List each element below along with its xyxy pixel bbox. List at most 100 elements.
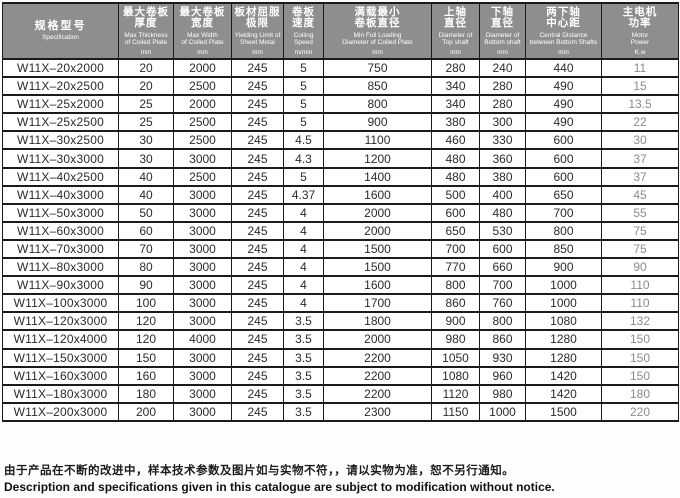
value-cell: 1050	[431, 347, 480, 368]
value-cell: 2500	[173, 166, 232, 187]
value-cell: 3.5	[283, 365, 324, 386]
value-cell: 75	[601, 220, 679, 241]
value-cell: 45	[601, 184, 679, 205]
value-cell: 3000	[173, 238, 232, 260]
header-zh-text: 板材屈服 极限	[234, 5, 281, 29]
value-cell: 30	[118, 130, 174, 151]
value-cell: 480	[431, 148, 480, 169]
value-cell: 860	[479, 329, 526, 350]
value-cell: 900	[323, 112, 432, 133]
value-cell: 245	[231, 329, 284, 350]
column-header-8: 两下轴 中心距 Central Distance between Bottom Sha…	[525, 2, 602, 60]
value-cell: 4	[283, 220, 324, 241]
table-row: W11X–80x3000 80 3000 245 4 1500 770 660 900 90	[2, 257, 679, 278]
value-cell: 280	[431, 57, 480, 79]
model-cell: W11X–30x2500	[2, 130, 119, 151]
value-cell: 600	[525, 130, 602, 151]
value-cell: 80	[118, 257, 174, 278]
value-cell: 3000	[173, 148, 232, 169]
value-cell: 1080	[525, 311, 602, 332]
value-cell: 980	[431, 329, 480, 350]
header-unit-text: mm	[197, 48, 208, 56]
value-cell: 2000	[173, 57, 232, 79]
value-cell: 1280	[525, 347, 602, 368]
value-cell: 100	[118, 293, 174, 314]
value-cell: 245	[231, 184, 284, 205]
value-cell: 1200	[323, 148, 432, 169]
value-cell: 5	[283, 57, 324, 79]
value-cell: 3.5	[283, 401, 324, 422]
value-cell: 1150	[431, 401, 480, 422]
value-cell: 245	[231, 76, 284, 97]
value-cell: 4	[283, 275, 324, 296]
value-cell: 245	[231, 347, 284, 368]
value-cell: 245	[231, 365, 284, 386]
value-cell: 2000	[323, 220, 432, 241]
value-cell: 2300	[323, 401, 432, 422]
value-cell: 25	[118, 112, 174, 133]
value-cell: 2200	[323, 347, 432, 368]
value-cell: 500	[431, 184, 480, 205]
value-cell: 4.5	[283, 130, 324, 151]
value-cell: 480	[479, 202, 526, 223]
header-en-text: Yielding Limit of Sheet Metal	[234, 31, 281, 46]
model-cell: W11X–100x3000	[2, 293, 119, 314]
value-cell: 245	[231, 202, 284, 223]
value-cell: 480	[431, 166, 480, 187]
value-cell: 245	[231, 220, 284, 241]
value-cell: 220	[601, 401, 679, 422]
value-cell: 600	[525, 166, 602, 187]
value-cell: 850	[525, 238, 602, 260]
header-unit-text: mm	[558, 48, 569, 56]
value-cell: 4	[283, 293, 324, 314]
value-cell: 340	[431, 76, 480, 97]
value-cell: 1000	[525, 275, 602, 296]
value-cell: 600	[525, 148, 602, 169]
value-cell: 1800	[323, 311, 432, 332]
footer-note: 由于产品在不断的改进中，样本技术参数及图片如与实物不符，，请以实物为准，恕不另行…	[4, 463, 676, 495]
table-row: W11X–90x3000 90 3000 245 4 1600 800 700 1000 110	[2, 275, 679, 296]
value-cell: 3000	[173, 347, 232, 368]
model-cell: W11X–120x3000	[2, 311, 119, 332]
model-cell: W11X–180x3000	[2, 383, 119, 404]
model-cell: W11X–70x3000	[2, 238, 119, 260]
value-cell: 150	[601, 365, 679, 386]
value-cell: 25	[118, 94, 174, 115]
column-header-9: 主电机 功率 Motor Power K.w	[601, 2, 679, 60]
value-cell: 30	[601, 130, 679, 151]
model-cell: W11X–120x4000	[2, 329, 119, 350]
table-row: W11X–40x2500 40 2500 245 5 1400 480 380 600 37	[2, 166, 679, 187]
header-en-text: Diameter of Bottom shaft	[484, 31, 521, 46]
model-cell: W11X–150x3000	[2, 347, 119, 368]
value-cell: 245	[231, 94, 284, 115]
value-cell: 3000	[173, 293, 232, 314]
model-cell: W11X–20x2000	[2, 57, 119, 79]
value-cell: 800	[479, 311, 526, 332]
value-cell: 245	[231, 112, 284, 133]
value-cell: 2500	[173, 76, 232, 97]
table-row: W11X–120x3000 120 3000 245 3.5 1800 900 800 1080…	[2, 311, 679, 332]
table-row: W11X–25x2000 25 2000 245 5 800 340 280 490 13.5	[2, 94, 679, 115]
header-en-text: Motor Power	[630, 31, 650, 46]
value-cell: 1420	[525, 383, 602, 404]
model-cell: W11X–25x2000	[2, 94, 119, 115]
value-cell: 55	[601, 202, 679, 223]
header-zh-text: 满载最小 卷板直径	[354, 5, 401, 29]
header-en-text: Coiling Speed	[293, 31, 314, 46]
value-cell: 1500	[525, 401, 602, 422]
value-cell: 2000	[323, 202, 432, 223]
value-cell: 1600	[323, 275, 432, 296]
value-cell: 245	[231, 401, 284, 422]
value-cell: 120	[118, 329, 174, 350]
column-header-0: 规格型号 Specification	[2, 2, 119, 60]
value-cell: 380	[431, 112, 480, 133]
value-cell: 5	[283, 112, 324, 133]
value-cell: 50	[118, 202, 174, 223]
header-zh-text: 最大卷板 宽度	[179, 5, 226, 29]
column-header-7: 下轴 直径 Diameter of Bottom shaft mm	[479, 2, 526, 60]
header-zh-text: 下轴 直径	[491, 5, 514, 29]
value-cell: 3.5	[283, 311, 324, 332]
table-row: W11X–60x3000 60 3000 245 4 2000 650 530 800 75	[2, 220, 679, 241]
value-cell: 2000	[173, 94, 232, 115]
